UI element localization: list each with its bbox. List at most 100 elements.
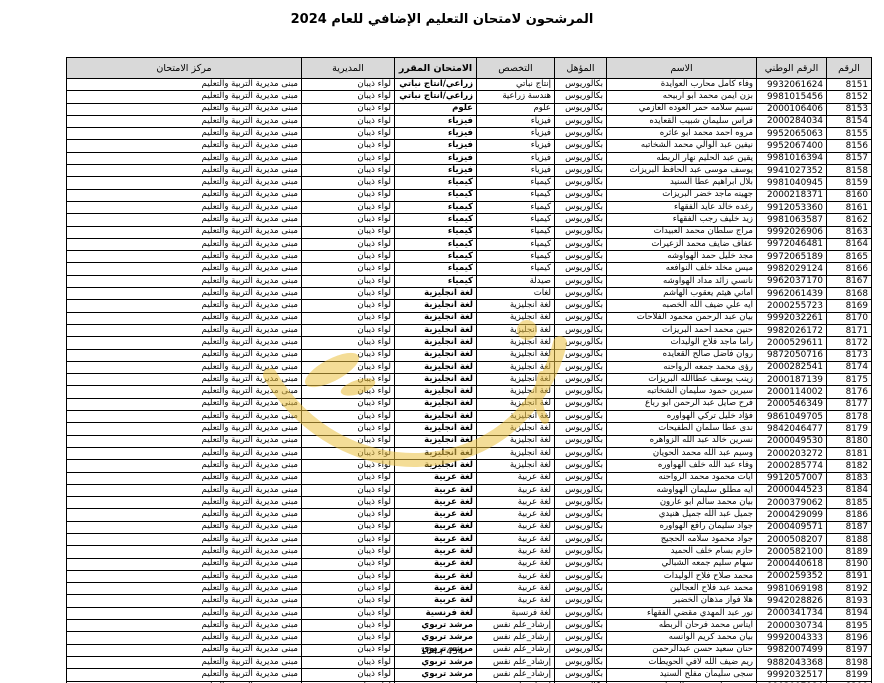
cell-qualification: بكالوريوس <box>554 237 607 252</box>
cell-directorate: لواء ذيبان <box>301 127 395 141</box>
cell-national-id: 2000409571 <box>756 520 827 534</box>
cell-name: وسيم عبد الله محمد الحويان <box>606 446 757 461</box>
cell-national-id: 2000529611 <box>756 336 827 350</box>
cell-qualification: بكالوريوس <box>554 274 607 289</box>
cell-exam: لغة انجليزية <box>394 446 477 461</box>
cell-exam: لغة انجليزية <box>394 311 477 325</box>
cell-name: بيان محمد سالم ابو عارون <box>606 496 757 510</box>
cell-exam-center: مبنى مديرية التربية والتعليم <box>66 323 302 338</box>
table-row: 8188 2000508207 جواد محمود سلامه الحجيج … <box>66 532 872 547</box>
cell-qualification: بكالوريوس <box>554 348 607 362</box>
cell-number: 8161 <box>826 200 872 215</box>
cell-national-id: 9972046481 <box>756 237 827 252</box>
cell-exam-center: مبنى مديرية التربية والتعليم <box>66 102 302 116</box>
cell-national-id: 2000440618 <box>756 557 827 571</box>
cell-number: 8163 <box>826 225 872 239</box>
cell-directorate: لواء ذيبان <box>301 385 395 399</box>
table-row: 8155 9952065063 مروه احمد محمد ابو عاثره… <box>66 127 872 141</box>
cell-national-id: 2000285774 <box>756 459 827 473</box>
cell-qualification: بكالوريوس <box>554 250 607 264</box>
cell-national-id: 2000255723 <box>756 299 827 313</box>
cell-name: سهام سليم جمعه الشبالي <box>606 557 757 571</box>
cell-exam: فيزياء <box>394 114 477 129</box>
cell-specialization: لغة انجليزية <box>476 323 555 338</box>
cell-qualification: بكالوريوس <box>554 336 607 350</box>
table-row: 8172 2000529611 راما ماجد فلاح الوليدات … <box>66 336 872 350</box>
cell-qualification: بكالوريوس <box>554 410 607 424</box>
cell-directorate: لواء ذيبان <box>301 545 395 559</box>
cell-national-id: 9942028826 <box>756 594 827 608</box>
cell-name: مراج سلطان محمد العبيدات <box>606 225 757 239</box>
table-row: 8160 2000218371 جهينه ماجد خضر البريزات … <box>66 188 872 202</box>
cell-number: 8198 <box>826 655 872 670</box>
cell-specialization: لغة انجليزية <box>476 373 555 387</box>
cell-qualification: بكالوريوس <box>554 90 607 104</box>
cell-national-id: 2000187139 <box>756 373 827 387</box>
table-row: 8181 2000203272 وسيم عبد الله محمد الحوي… <box>66 446 872 461</box>
cell-national-id: 2000044523 <box>756 483 827 498</box>
cell-exam: لغة انجليزية <box>394 348 477 362</box>
header-national-id: الرقم الوطني <box>756 57 827 79</box>
table-row: 8156 9952067400 نيفين عبد الوالي محمد ال… <box>66 139 872 153</box>
cell-name: رغده خالد عايد الفقهاء <box>606 200 757 215</box>
cell-qualification: بكالوريوس <box>554 323 607 338</box>
cell-directorate: لواء ذيبان <box>301 459 395 473</box>
cell-specialization: لغة عربية <box>476 496 555 510</box>
cell-exam-center: مبنى مديرية التربية والتعليم <box>66 348 302 362</box>
cell-directorate: لواء ذيبان <box>301 139 395 153</box>
cell-specialization: لغة عربية <box>476 545 555 559</box>
cell-exam: لغة عربية <box>394 569 477 584</box>
table-row: 8165 9972065189 مجد خليل حمد الهواوشه بك… <box>66 250 872 264</box>
cell-qualification: بكالوريوس <box>554 434 607 448</box>
table-row: 8161 9912053360 رغده خالد عايد الفقهاء ب… <box>66 200 872 215</box>
cell-national-id: 9872050716 <box>756 348 827 362</box>
cell-specialization: لغة عربية <box>476 471 555 485</box>
cell-exam: لغة عربية <box>394 545 477 559</box>
cell-number: 8173 <box>826 348 872 362</box>
cell-qualification: بكالوريوس <box>554 164 607 178</box>
cell-specialization: لغة انجليزية <box>476 336 555 350</box>
cell-directorate: لواء ذيبان <box>301 225 395 239</box>
cell-name: بيان محمد كريم الوانسه <box>606 631 757 645</box>
cell-exam-center: مبنى مديرية التربية والتعليم <box>66 176 302 190</box>
cell-exam-center: مبنى مديرية التربية والتعليم <box>66 151 302 166</box>
cell-qualification: بكالوريوس <box>554 557 607 571</box>
cell-qualification: بكالوريوس <box>554 311 607 325</box>
cell-national-id: 2000546349 <box>756 397 827 412</box>
cell-exam-center: مبنى مديرية التربية والتعليم <box>66 422 302 436</box>
cell-directorate: لواء ذيبان <box>301 164 395 178</box>
cell-number: 8192 <box>826 582 872 596</box>
cell-specialization: لغة عربية <box>476 508 555 522</box>
cell-directorate: لواء ذيبان <box>301 446 395 461</box>
cell-directorate: لواء ذيبان <box>301 360 395 375</box>
cell-number: 8172 <box>826 336 872 350</box>
cell-specialization: كيمياء <box>476 237 555 252</box>
table-row: 8163 9992026906 مراج سلطان محمد العبيدات… <box>66 225 872 239</box>
table-row: 8193 9942028826 هلا فواز مذهان الخضير بك… <box>66 594 872 608</box>
cell-exam-center: مبنى مديرية التربية والتعليم <box>66 606 302 621</box>
cell-exam-center: مبنى مديرية التربية والتعليم <box>66 274 302 289</box>
table-row: 8186 2000429099 جميل عبد الله جميل هنيدي… <box>66 508 872 522</box>
cell-name: فؤاد خليل تركي الهواوره <box>606 410 757 424</box>
cell-qualification: بكالوريوس <box>554 520 607 534</box>
cell-name: راما ماجد فلاح الوليدات <box>606 336 757 350</box>
cell-qualification: بكالوريوس <box>554 668 607 682</box>
cell-number: 8199 <box>826 668 872 682</box>
cell-number: 8170 <box>826 311 872 325</box>
cell-name: ايه علي ضيف الله الخصبه <box>606 299 757 313</box>
table-row: 8199 9992032517 سجى سليمان مفلح السنيد ب… <box>66 668 872 682</box>
cell-exam-center: مبنى مديرية التربية والتعليم <box>66 336 302 350</box>
cell-qualification: بكالوريوس <box>554 200 607 215</box>
cell-number: 8189 <box>826 545 872 559</box>
cell-specialization: كيمياء <box>476 200 555 215</box>
cell-exam: كيمياء <box>394 188 477 202</box>
table-header-row: الرقم الرقم الوطني الاسم المؤهل التخصص ا… <box>66 57 872 79</box>
cell-name: ايناس محمد فرحان الربطه <box>606 619 757 633</box>
header-specialization: التخصص <box>476 57 555 79</box>
cell-number: 8188 <box>826 532 872 547</box>
cell-number: 8159 <box>826 176 872 190</box>
cell-exam-center: مبنى مديرية التربية والتعليم <box>66 114 302 129</box>
cell-directorate: لواء ذيبان <box>301 311 395 325</box>
cell-exam: لغة فرنسية <box>394 606 477 621</box>
cell-exam: زراعي/انتاج نباتي <box>394 77 477 92</box>
